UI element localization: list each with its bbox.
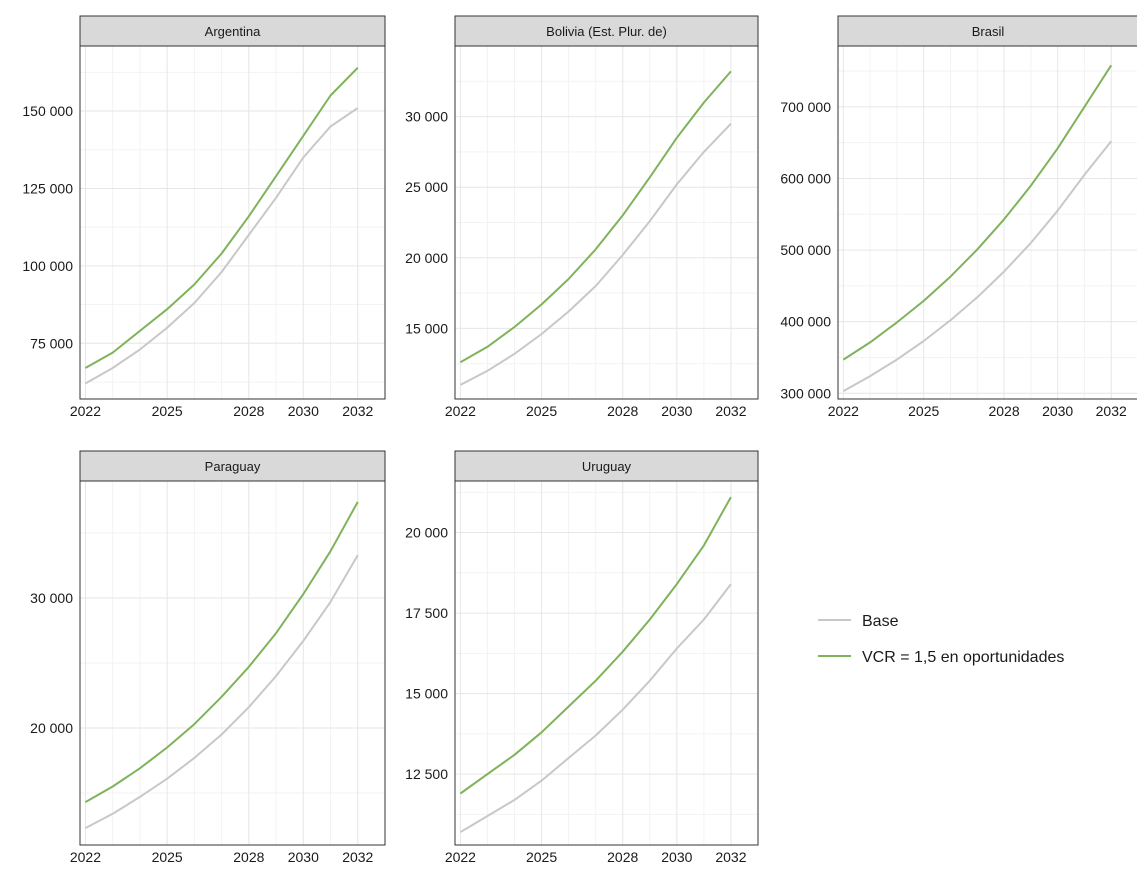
- y-tick-label: 15 000: [405, 686, 448, 702]
- plot-area: [455, 481, 758, 845]
- y-tick-label: 75 000: [30, 335, 73, 351]
- x-tick-label: 2022: [828, 403, 859, 419]
- y-tick-label: 150 000: [22, 103, 73, 119]
- y-tick-label: 500 000: [780, 242, 831, 258]
- y-tick-label: 25 000: [405, 179, 448, 195]
- panel-strip: [79, 450, 386, 482]
- y-tick-label: 125 000: [22, 180, 73, 196]
- x-tick-label: 2022: [70, 849, 101, 865]
- y-tick-label: 30 000: [30, 590, 73, 606]
- panel-paraguay: Paraguay 2022 2025 2028 2030 2032 20 000 30 000: [30, 450, 386, 865]
- panel-argentina: Argentina 2022 2025 2028 2030 2032 75 000 100 0…: [22, 15, 386, 419]
- x-tick-label: 2025: [152, 403, 183, 419]
- x-tick-label: 2032: [715, 849, 746, 865]
- x-tick-label: 2030: [1042, 403, 1073, 419]
- y-tick-label: 17 500: [405, 605, 448, 621]
- y-tick-label: 400 000: [780, 314, 831, 330]
- x-tick-label: 2032: [342, 849, 373, 865]
- panel-title: Paraguay: [205, 459, 261, 474]
- plot-area: [80, 46, 385, 399]
- panel-strip: [454, 450, 759, 482]
- x-tick-label: 2028: [988, 403, 1019, 419]
- y-tick-label: 100 000: [22, 258, 73, 274]
- y-tick-label: 15 000: [405, 320, 448, 336]
- x-tick-label: 2025: [526, 849, 557, 865]
- series-line-vcr-1-5-en-oportunidades: [842, 64, 1113, 361]
- y-tick-label: 300 000: [780, 385, 831, 401]
- series-line-base: [459, 583, 732, 833]
- panel-title: Bolivia (Est. Plur. de): [546, 24, 667, 39]
- plot-area: [838, 46, 1137, 399]
- panel-title: Argentina: [205, 24, 261, 39]
- series-line-vcr-1-5-en-oportunidades: [84, 501, 359, 803]
- panel-strip: [454, 15, 759, 47]
- series-line-base: [84, 107, 359, 385]
- panel-title: Uruguay: [582, 459, 632, 474]
- panel-border: [837, 45, 1137, 400]
- x-tick-label: 2028: [233, 403, 264, 419]
- x-tick-label: 2030: [661, 849, 692, 865]
- y-tick-label: 12 500: [405, 766, 448, 782]
- panel-brasil: Brasil 2022 2025 2028 2030 2032 300 000 400 000…: [780, 15, 1137, 419]
- x-tick-label: 2022: [445, 403, 476, 419]
- series-line-base: [842, 140, 1112, 392]
- panel-border: [79, 480, 386, 846]
- x-tick-label: 2032: [1096, 403, 1127, 419]
- legend: Base VCR = 1,5 en oportunidades: [818, 613, 1064, 666]
- panel-border: [454, 480, 759, 846]
- x-tick-label: 2022: [70, 403, 101, 419]
- y-tick-label: 700 000: [780, 99, 831, 115]
- y-tick-label: 30 000: [405, 109, 448, 125]
- panel-border: [454, 45, 759, 400]
- panel-uruguay: Uruguay 2022 2025 2028 2030 2032 12 500 15 000 1…: [405, 450, 759, 865]
- x-tick-label: 2030: [288, 403, 319, 419]
- legend-label: VCR = 1,5 en oportunidades: [862, 649, 1064, 666]
- panel-strip: [79, 15, 386, 47]
- y-tick-label: 600 000: [780, 170, 831, 186]
- series-line-vcr-1-5-en-oportunidades: [459, 70, 732, 364]
- x-tick-label: 2028: [607, 403, 638, 419]
- panel-bolivia-est-plur-de: Bolivia (Est. Plur. de) 2022 2025 2028 2030 2…: [405, 15, 759, 419]
- y-tick-label: 20 000: [405, 250, 448, 266]
- panel-border: [79, 45, 386, 400]
- x-tick-label: 2032: [715, 403, 746, 419]
- series-line-vcr-1-5-en-oportunidades: [459, 496, 732, 795]
- x-tick-label: 2025: [526, 403, 557, 419]
- series-line-base: [84, 554, 359, 829]
- x-tick-label: 2028: [607, 849, 638, 865]
- x-tick-label: 2025: [152, 849, 183, 865]
- panel-title: Brasil: [972, 24, 1005, 39]
- series-line-base: [459, 123, 732, 386]
- legend-label: Base: [862, 613, 899, 630]
- x-tick-label: 2025: [908, 403, 939, 419]
- x-tick-label: 2030: [288, 849, 319, 865]
- x-tick-label: 2022: [445, 849, 476, 865]
- series-line-vcr-1-5-en-oportunidades: [84, 66, 359, 369]
- y-tick-label: 20 000: [405, 525, 448, 541]
- x-tick-label: 2030: [661, 403, 692, 419]
- x-tick-label: 2032: [342, 403, 373, 419]
- x-tick-label: 2028: [233, 849, 264, 865]
- y-tick-label: 20 000: [30, 720, 73, 736]
